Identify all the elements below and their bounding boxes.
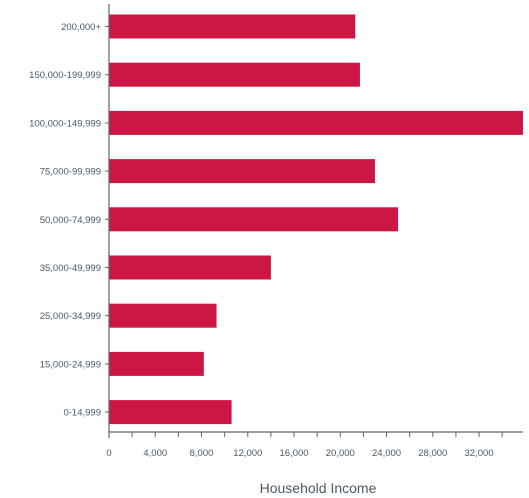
y-tick-labels: 200,000+ 150,000-199,999 100,000-149,999 75… <box>29 22 109 419</box>
bar-7 <box>109 351 204 376</box>
y-tick-label: 150,000-199,999 <box>29 70 101 81</box>
x-tick-label: 12,000 <box>233 448 262 459</box>
x-tick-label: 0 <box>106 448 111 459</box>
x-tick-label: 4,000 <box>143 448 167 459</box>
bar-5 <box>109 255 271 280</box>
y-tick-label: 75,000-99,999 <box>40 167 101 178</box>
x-axis: 0 4,000 8,000 12,000 16,000 20,000 24,000 28,00… <box>106 431 523 459</box>
bar-4 <box>109 207 399 232</box>
y-tick-label: 200,000+ <box>61 22 101 33</box>
bar-3 <box>109 159 375 184</box>
bar-1 <box>109 62 360 87</box>
y-tick-label: 100,000-149,999 <box>29 118 101 129</box>
x-tick-label: 16,000 <box>279 448 308 459</box>
y-tick-label: 25,000-34,999 <box>40 311 101 322</box>
bars-group <box>109 14 523 425</box>
x-axis-title: Household Income <box>260 480 377 496</box>
y-tick-label: 15,000-24,999 <box>40 359 101 370</box>
bar-6 <box>109 303 217 328</box>
x-tick-label: 28,000 <box>418 448 447 459</box>
y-tick-label: 50,000-74,999 <box>40 215 101 226</box>
y-tick-label: 0-14,999 <box>63 408 101 419</box>
x-tick-label: 8,000 <box>190 448 214 459</box>
x-tick-label: 32,000 <box>465 448 494 459</box>
bar-8 <box>109 400 232 425</box>
x-tick-label: 20,000 <box>326 448 355 459</box>
y-tick-label: 35,000-49,999 <box>40 263 101 274</box>
bar-2 <box>109 110 523 135</box>
x-tick-label: 24,000 <box>372 448 401 459</box>
bar-0 <box>109 14 356 39</box>
